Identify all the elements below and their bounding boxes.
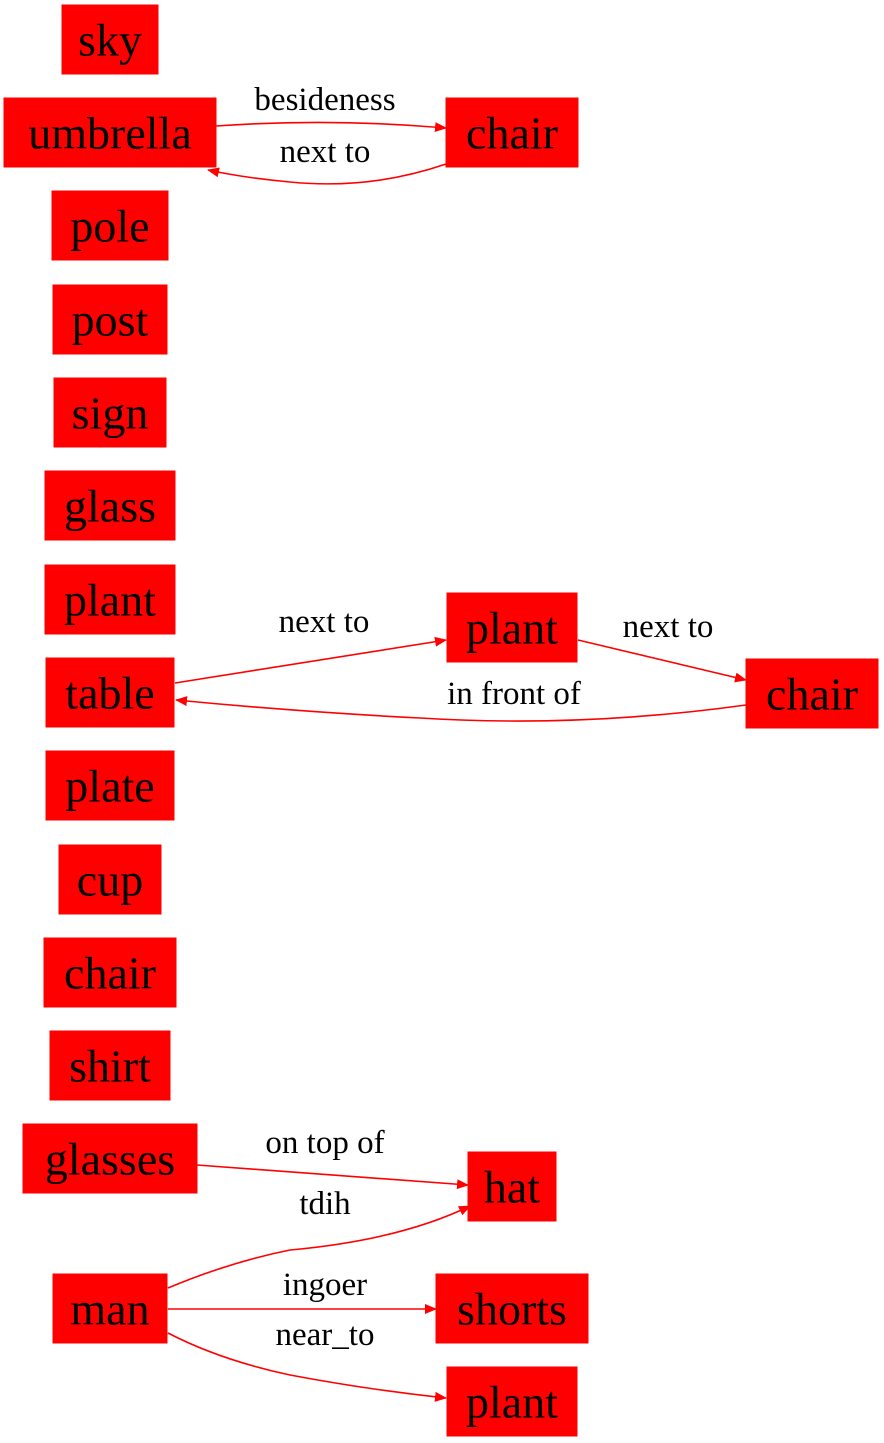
edges-layer: besideness next to next to next to in fr…: [167, 82, 747, 1402]
svg-text:glass: glass: [64, 481, 156, 532]
svg-text:chair: chair: [766, 669, 858, 720]
node-cup: cup: [58, 844, 162, 915]
node-chair-top: chair: [445, 97, 579, 168]
edge-umbrella-to-chair: [215, 121, 447, 133]
node-chair-right: chair: [745, 658, 879, 729]
node-sign: sign: [53, 377, 167, 448]
edge-label-near-to: near_to: [276, 1317, 375, 1353]
svg-text:sky: sky: [78, 15, 142, 66]
node-table: table: [45, 657, 175, 728]
edge-label-next-to-top: next to: [280, 134, 371, 170]
node-shirt: shirt: [49, 1030, 171, 1101]
edge-label-next-to-table-plant: next to: [279, 604, 370, 640]
svg-text:hat: hat: [484, 1162, 540, 1213]
edge-label-next-to-plant-chair: next to: [623, 609, 714, 645]
svg-text:plate: plate: [65, 761, 154, 812]
edge-label-ingoer: ingoer: [283, 1267, 367, 1303]
edge-man-to-hat: [167, 1205, 471, 1289]
node-plant-bottom: plant: [446, 1366, 578, 1437]
node-chair-left: chair: [43, 937, 177, 1008]
edge-label-tdih: tdih: [299, 1186, 351, 1222]
svg-text:sign: sign: [72, 388, 149, 439]
edge-man-to-plant: [167, 1332, 447, 1402]
edge-glasses-to-hat: [196, 1164, 469, 1190]
edge-chair-to-table: [175, 696, 747, 722]
svg-text:table: table: [65, 668, 154, 719]
svg-text:post: post: [72, 295, 149, 346]
svg-text:pole: pole: [70, 201, 149, 252]
svg-text:cup: cup: [77, 855, 143, 906]
node-plant-left: plant: [44, 564, 176, 635]
edge-table-to-plant: [174, 636, 447, 684]
edge-chair-to-umbrella: [207, 163, 447, 185]
node-man: man: [52, 1273, 168, 1344]
node-plate: plate: [45, 750, 175, 821]
svg-text:shirt: shirt: [69, 1041, 151, 1092]
svg-text:chair: chair: [64, 948, 156, 999]
node-post: post: [52, 284, 168, 355]
edge-label-besideness: besideness: [254, 82, 395, 118]
svg-text:man: man: [70, 1284, 149, 1335]
svg-text:glasses: glasses: [45, 1134, 175, 1185]
node-shorts: shorts: [435, 1273, 589, 1344]
edge-label-on-top-of: on top of: [265, 1125, 384, 1161]
node-umbrella: umbrella: [3, 97, 217, 168]
svg-text:plant: plant: [466, 1377, 558, 1428]
node-glasses: glasses: [22, 1123, 198, 1194]
node-sky: sky: [61, 4, 159, 75]
node-glass: glass: [44, 470, 176, 541]
svg-text:shorts: shorts: [457, 1284, 567, 1335]
edge-label-in-front-of: in front of: [447, 676, 581, 712]
node-pole: pole: [51, 190, 169, 261]
svg-text:umbrella: umbrella: [28, 108, 192, 159]
node-plant-mid: plant: [446, 592, 578, 663]
node-hat: hat: [467, 1151, 557, 1222]
svg-text:plant: plant: [64, 575, 156, 626]
edge-plant-to-chair: [577, 639, 747, 683]
svg-text:plant: plant: [466, 603, 558, 654]
svg-text:chair: chair: [466, 108, 558, 159]
nodes-layer: sky umbrella chair pole post sign glass: [3, 4, 879, 1437]
